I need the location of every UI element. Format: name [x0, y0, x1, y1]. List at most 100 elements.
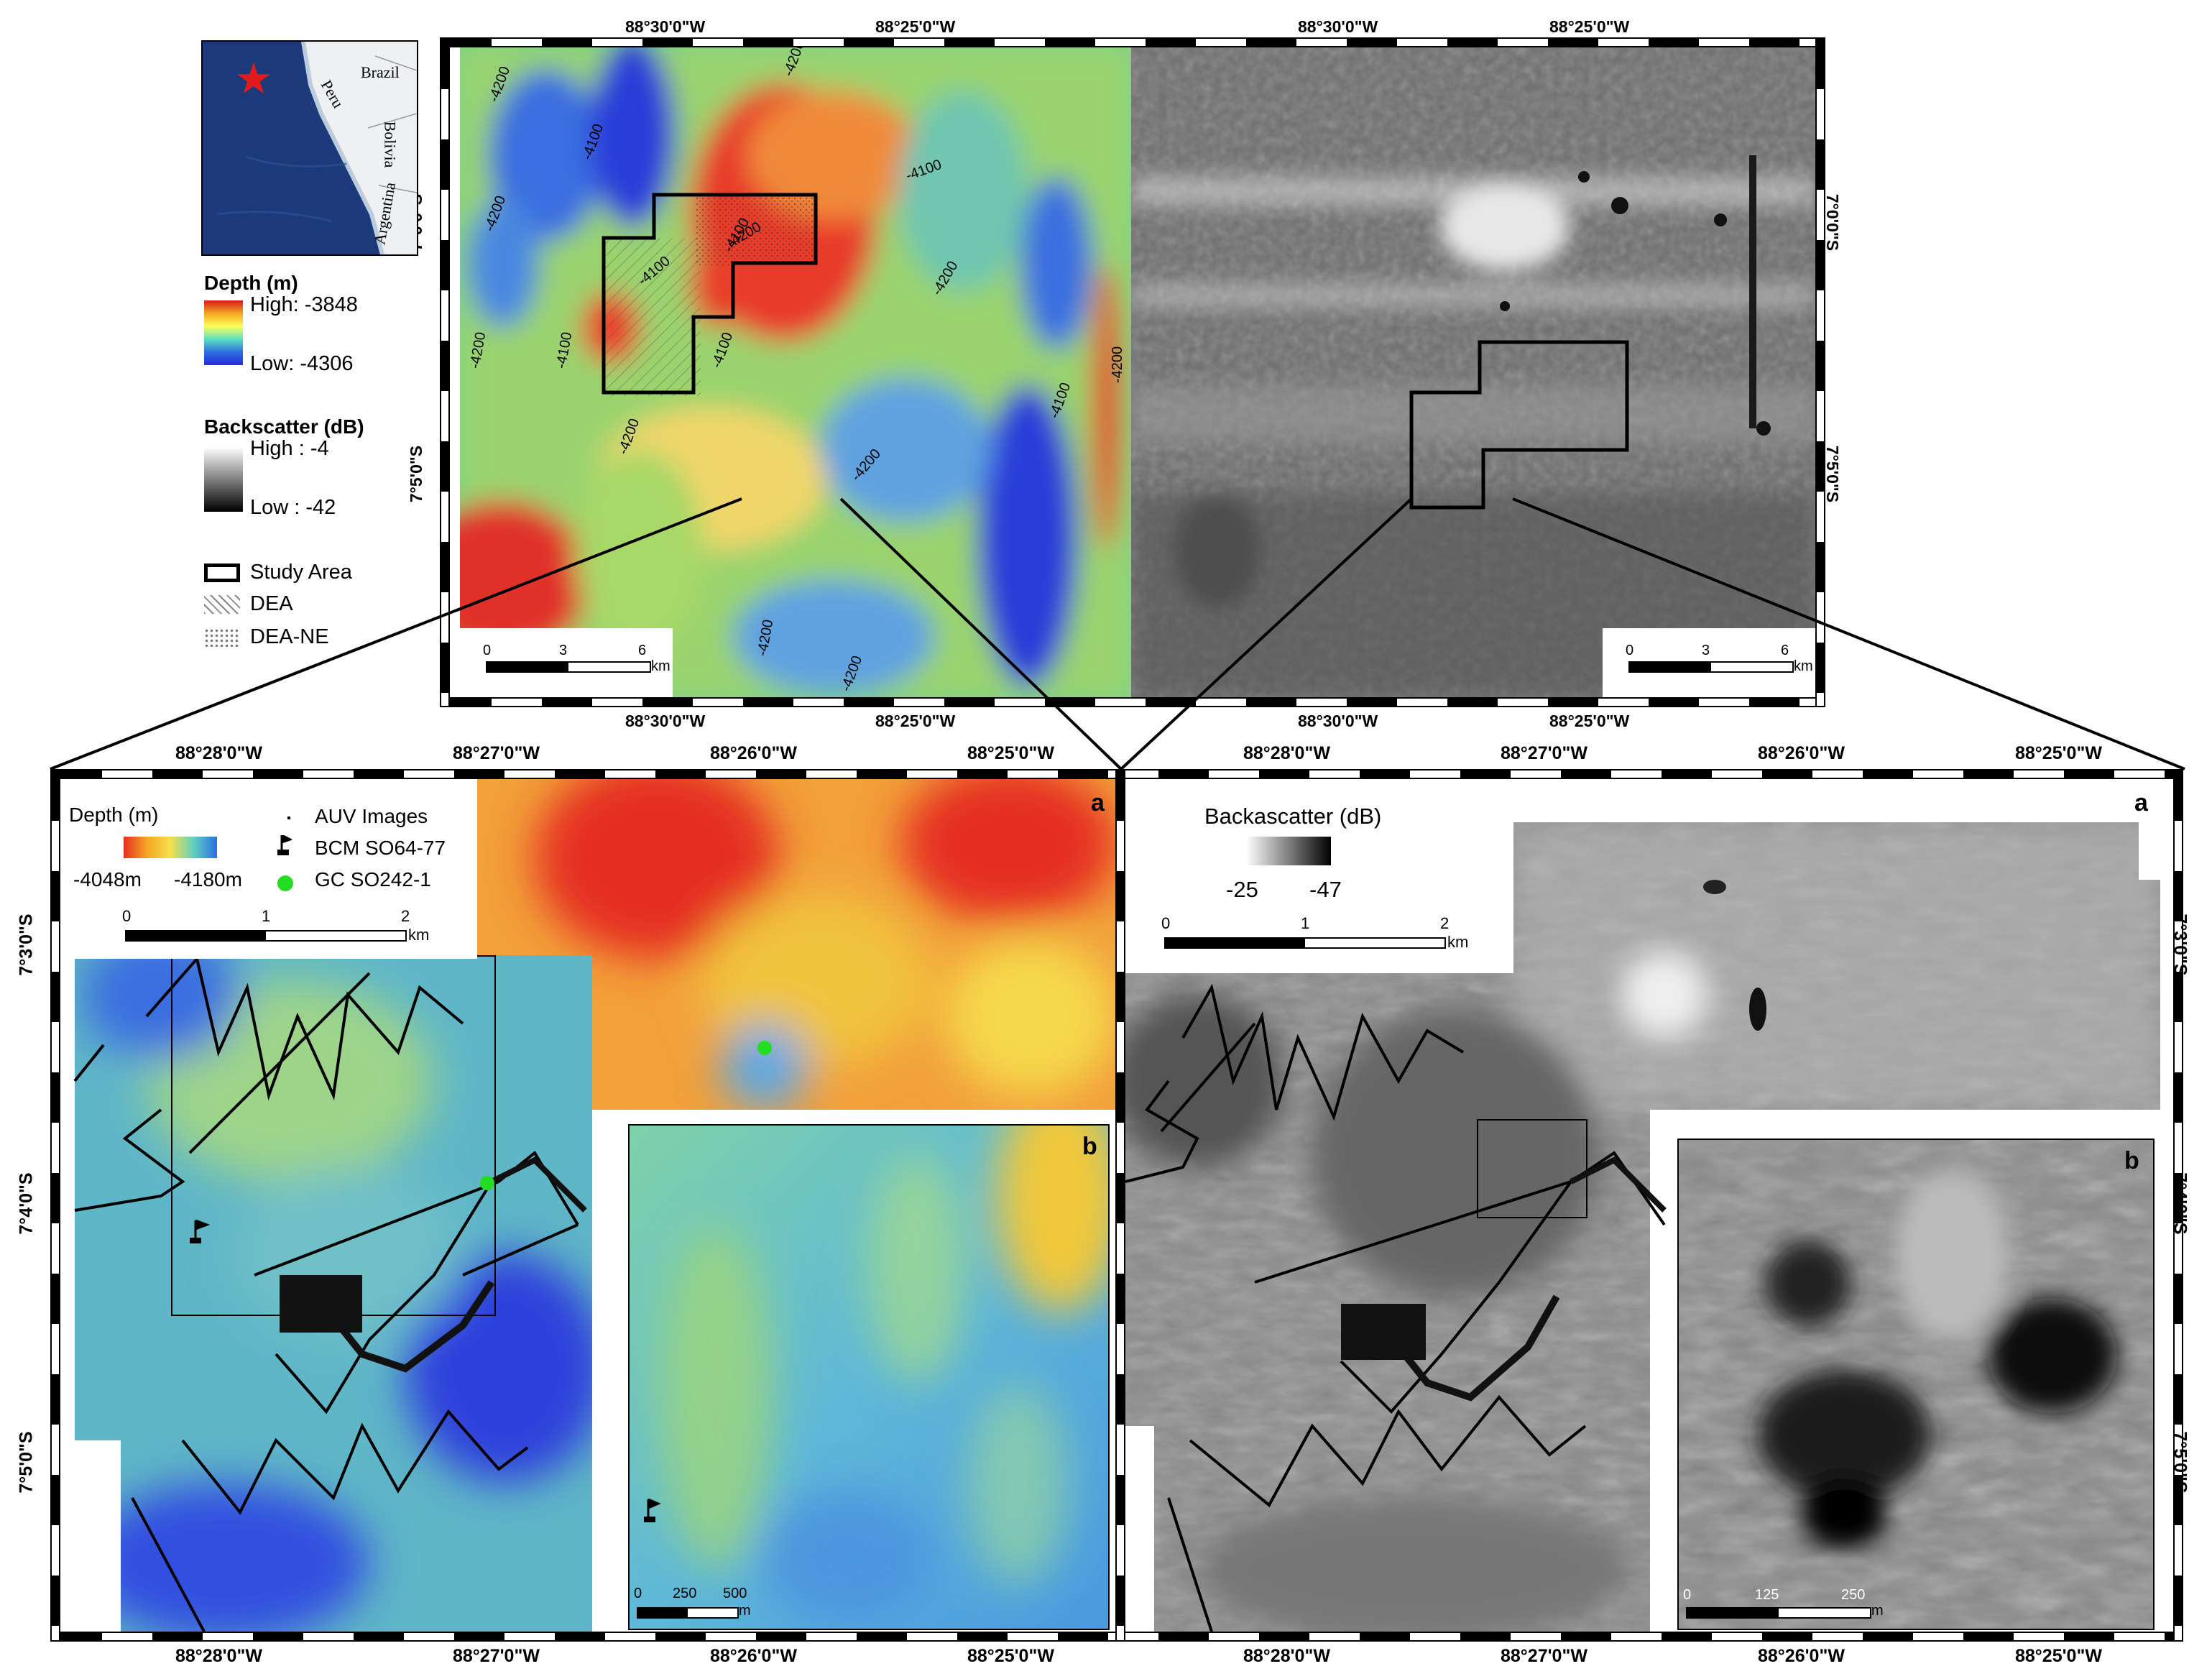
country-label: Brazil — [361, 63, 400, 81]
bottom-top-lon-label: 88°25'0"W — [967, 743, 1054, 763]
location-star-icon: ★ — [234, 55, 273, 103]
bottom-right-legend: Backascatter (dB) -25 -47 0 1 2 km — [1125, 779, 1513, 973]
bottom-bathymetry-map: Depth (m) -4048m -4180m AUV Images BCM S… — [60, 779, 1115, 1632]
inset-scalebar-tick: 125 — [1755, 1587, 1779, 1603]
legend-dea-ne-symbol — [204, 628, 240, 647]
depth-legend-min: -4048m — [73, 868, 142, 891]
legend-study-area-label: Study Area — [250, 561, 352, 584]
backscatter-legend-min: -25 — [1226, 877, 1258, 902]
legend-backscatter-title: Backscatter (dB) — [204, 415, 364, 438]
legend-backscatter-high: High : -4 — [250, 437, 329, 460]
legend-backscatter-ramp — [204, 447, 243, 512]
inset-scalebar-tick: 0 — [1683, 1587, 1692, 1603]
legend-backscatter-low: Low : -42 — [250, 496, 336, 519]
auv-images-dot-icon — [287, 816, 290, 819]
scalebar-tick: 3 — [559, 643, 568, 658]
top-lon-label: 88°25'0"W — [1549, 17, 1630, 36]
panel-label-a: a — [2134, 789, 2148, 816]
bottom-backscatter-map: Backascatter (dB) -25 -47 0 1 2 km a b — [1125, 779, 2173, 1632]
panel-label-b: b — [2124, 1147, 2139, 1174]
inset-scalebar-unit: m — [739, 1603, 751, 1619]
scalebar-tick: 0 — [1161, 914, 1171, 932]
legend-depth-ramp — [204, 300, 243, 365]
scalebar-tick: 0 — [122, 907, 132, 925]
bottom-bottom-lon-label: 88°27'0"W — [453, 1646, 540, 1666]
inset-scalebar-tick: 250 — [673, 1586, 697, 1601]
scalebar-unit: km — [408, 926, 430, 944]
bottom-top-lon-label: 88°27'0"W — [453, 743, 540, 763]
inset-scalebar-tick: 250 — [1841, 1587, 1866, 1603]
gc-dot-icon — [277, 875, 293, 891]
scalebar-unit: km — [651, 658, 670, 674]
top-lon-label: 88°25'0"W — [875, 17, 956, 36]
top-left-scalebar: 0 3 6 km — [460, 628, 673, 697]
backscatter-legend-ramp — [1246, 837, 1331, 865]
bottom-left-inset-b: b 0 250 500 m — [628, 1124, 1110, 1630]
scalebar-tick: 2 — [401, 907, 410, 925]
top-right-scalebar: 0 3 6 km — [1603, 628, 1815, 697]
top-frame-left-ticks — [440, 37, 450, 707]
depth-legend-ramp — [124, 837, 217, 858]
scalebar-tick: 3 — [1702, 643, 1710, 658]
bottom-lon-label: 88°25'0"W — [875, 712, 956, 730]
scalebar-tick: 0 — [483, 643, 492, 658]
inset-scalebar-tick: 500 — [723, 1586, 747, 1601]
bottom-top-lon-label: 88°28'0"W — [175, 743, 262, 763]
scalebar-tick: 0 — [1626, 643, 1634, 658]
bottom-frame-right-ticks — [2173, 769, 2183, 1642]
bottom-lat-label: 7°5'0"S — [16, 1431, 37, 1494]
legend-dea-ne-label: DEA-NE — [250, 625, 329, 648]
legend-dea-symbol — [204, 595, 240, 614]
scalebar-tick: 6 — [1781, 643, 1789, 658]
bottom-lon-label: 88°30'0"W — [1298, 712, 1378, 730]
bottom-top-lon-label: 88°25'0"W — [2015, 743, 2102, 763]
bottom-bottom-lon-label: 88°25'0"W — [967, 1646, 1054, 1666]
top-bathymetry-map: -4200 -4100 -4200 -4200 -4100 -4100 -410… — [460, 47, 1131, 697]
scalebar-unit: km — [1447, 933, 1469, 951]
bottom-frame-middle-ticks — [1115, 769, 1125, 1642]
legend-depth-high: High: -3848 — [250, 293, 358, 316]
scalebar-unit: km — [1794, 658, 1813, 674]
gc-sample-marker — [480, 1176, 494, 1190]
depth-legend-title: Depth (m) — [69, 804, 159, 826]
bottom-lon-label: 88°30'0"W — [625, 712, 706, 730]
legend-depth-title: Depth (m) — [204, 272, 298, 294]
top-lon-label: 88°30'0"W — [1298, 17, 1378, 36]
scalebar-tick: 2 — [1440, 914, 1450, 932]
bottom-top-lon-label: 88°27'0"W — [1501, 743, 1587, 763]
bottom-left-legend: Depth (m) -4048m -4180m AUV Images BCM S… — [60, 779, 477, 959]
bottom-top-lon-label: 88°26'0"W — [1758, 743, 1845, 763]
bottom-frame-left-ticks — [50, 769, 60, 1642]
bottom-lat-label: 7°3'0"S — [16, 914, 37, 976]
bottom-bottom-lon-label: 88°27'0"W — [1501, 1646, 1587, 1666]
bottom-top-lon-label: 88°26'0"W — [710, 743, 797, 763]
gc-sample-marker-upper — [757, 1041, 772, 1055]
auv-images-label: AUV Images — [315, 805, 428, 827]
location-inset-map: ★ Brazil Peru Bolivia Argentina — [201, 40, 418, 256]
bcm-flag-icon — [277, 834, 293, 857]
gc-label: GC SO242-1 — [315, 868, 431, 891]
legend-study-area-symbol — [204, 564, 240, 582]
bottom-bottom-lon-label: 88°26'0"W — [1758, 1646, 1845, 1666]
panel-label-a: a — [1091, 789, 1105, 816]
panel-label-b: b — [1082, 1133, 1097, 1160]
bottom-bottom-lon-label: 88°28'0"W — [175, 1646, 262, 1666]
legend-depth-low: Low: -4306 — [250, 352, 354, 375]
bottom-top-lon-label: 88°28'0"W — [1243, 743, 1330, 763]
bcm-label: BCM SO64-77 — [315, 837, 446, 859]
scalebar-tick: 6 — [638, 643, 647, 658]
top-backscatter-map: 0 3 6 km — [1131, 47, 1815, 697]
scalebar-tick: 1 — [1301, 914, 1310, 932]
depth-legend-max: -4180m — [174, 868, 242, 891]
backscatter-legend-max: -47 — [1309, 877, 1342, 902]
bottom-lat-label: 7°4'0"S — [16, 1172, 37, 1235]
scalebar-tick: 1 — [262, 907, 271, 925]
backscatter-legend-title: Backascatter (dB) — [1204, 804, 1382, 829]
bottom-bottom-lon-label: 88°28'0"W — [1243, 1646, 1330, 1666]
bottom-bottom-lon-label: 88°25'0"W — [2015, 1646, 2102, 1666]
bottom-right-inset-b: b 0 125 250 m — [1677, 1138, 2155, 1630]
inset-scalebar-unit: m — [1871, 1603, 1884, 1619]
legend-dea-label: DEA — [250, 592, 293, 615]
bottom-bottom-lon-label: 88°26'0"W — [710, 1646, 797, 1666]
